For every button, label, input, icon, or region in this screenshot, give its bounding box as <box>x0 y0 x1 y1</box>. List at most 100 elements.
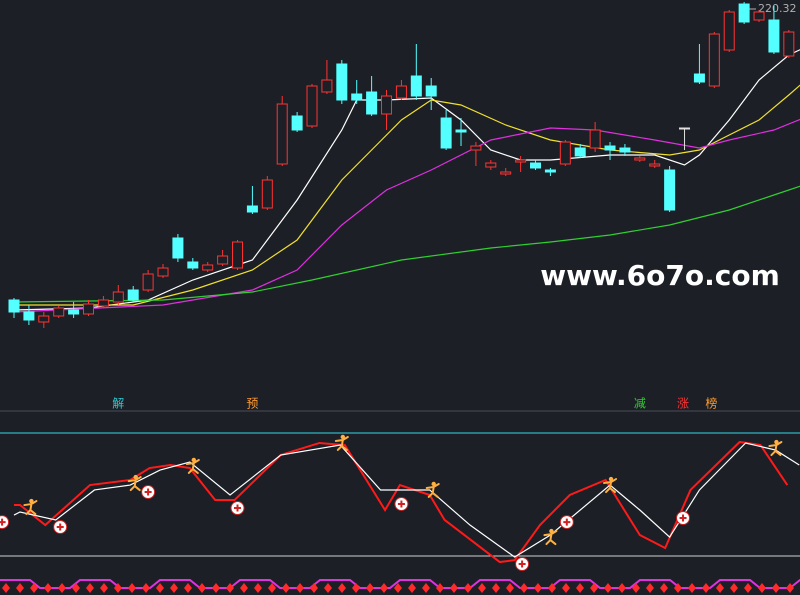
sell-signal <box>543 528 558 546</box>
strip-diamond <box>72 583 80 593</box>
candle-body <box>738 3 750 23</box>
strip-diamond <box>394 583 402 593</box>
candle-body <box>68 309 80 315</box>
candle-body <box>336 63 348 101</box>
strip-diamond <box>30 583 38 593</box>
strip-diamond <box>422 583 430 593</box>
candle-body <box>395 85 407 99</box>
signal-head <box>549 528 554 534</box>
signal-marker: 预 <box>246 397 258 411</box>
strip-diamond <box>212 583 220 593</box>
candle-body <box>83 303 95 315</box>
candle-body <box>783 31 795 57</box>
candle-body <box>708 33 720 87</box>
buy-signal <box>515 557 530 572</box>
candle-body <box>306 85 318 127</box>
signal-body <box>334 435 349 451</box>
strip-diamond <box>548 583 556 593</box>
candle-body <box>723 11 735 51</box>
signal-plus <box>397 500 405 508</box>
signal-plus <box>518 560 526 568</box>
candle-body <box>351 93 363 101</box>
candle-body <box>53 307 65 317</box>
buy-signal <box>230 501 245 516</box>
sell-signal <box>425 481 440 498</box>
candle-body <box>619 147 631 153</box>
strip-diamond <box>282 583 290 593</box>
candle-body <box>410 75 422 97</box>
buy-signal <box>53 519 68 534</box>
strip-diamond <box>716 583 724 593</box>
signal-head <box>774 439 779 445</box>
strip-diamond <box>2 583 10 593</box>
strip-diamond <box>576 583 584 593</box>
candle-body <box>544 169 556 173</box>
candle-body <box>232 241 244 269</box>
signal-body <box>127 476 142 492</box>
signal-body <box>543 530 558 546</box>
candle-body <box>157 267 169 277</box>
candle-body <box>261 179 273 209</box>
candle-body <box>693 73 705 83</box>
strip-diamond <box>240 583 248 593</box>
signal-marker: 解 <box>112 397 124 411</box>
candle-body <box>485 162 497 168</box>
candle-body <box>172 237 184 259</box>
indicator-line <box>13 118 800 313</box>
candle-body <box>291 115 303 131</box>
signal-plus <box>0 518 6 526</box>
strip-diamond <box>128 583 136 593</box>
signal-body <box>425 482 440 498</box>
candle-body <box>425 85 437 97</box>
signal-plus <box>679 514 687 522</box>
signal-body <box>603 478 618 494</box>
sell-signal <box>603 476 618 494</box>
strip-diamond <box>114 583 122 593</box>
signal-marker: 榜 <box>705 396 717 411</box>
candle-body <box>202 264 214 271</box>
strip-diamond <box>268 583 276 593</box>
signal-marker: 减 <box>634 397 646 411</box>
strip-diamond <box>58 583 66 593</box>
buy-signal <box>676 511 691 526</box>
sell-signal <box>768 439 783 457</box>
candle-body <box>8 299 20 313</box>
candle-body <box>500 171 512 175</box>
strip-diamond <box>660 583 668 593</box>
signal-head <box>133 474 138 480</box>
strip-diamond <box>464 583 472 593</box>
strip-diamond <box>408 583 416 593</box>
signal-plus <box>234 504 242 512</box>
signal-plus <box>563 518 571 526</box>
strip-diamond <box>86 583 94 593</box>
strip-diamond <box>310 583 318 593</box>
strip-diamond <box>520 583 528 593</box>
candle-body <box>187 261 199 269</box>
sell-signal <box>23 498 38 516</box>
strip-diamond <box>170 583 178 593</box>
candle-body <box>440 117 452 149</box>
candle-body <box>604 145 616 151</box>
signal-body <box>768 441 783 457</box>
strip-diamond <box>772 583 780 593</box>
candle-body <box>112 291 124 303</box>
signal-head <box>608 476 614 482</box>
candle-body <box>634 157 646 161</box>
signal-marker: 涨 <box>677 396 689 411</box>
signal-body <box>23 500 38 516</box>
signal-head <box>29 498 34 504</box>
strip-diamond <box>632 583 640 593</box>
strip-diamond <box>366 583 374 593</box>
candle-body <box>664 169 676 211</box>
indicator-line <box>13 185 800 303</box>
candle-body <box>23 311 35 321</box>
sell-signal <box>185 457 200 474</box>
candle-body <box>246 205 258 213</box>
sell-signal <box>127 474 142 492</box>
strip-diamond <box>226 583 234 593</box>
candle-body <box>276 103 288 165</box>
strip-diamond <box>744 583 752 593</box>
candle-body <box>321 79 333 93</box>
indicator-line <box>14 440 789 564</box>
